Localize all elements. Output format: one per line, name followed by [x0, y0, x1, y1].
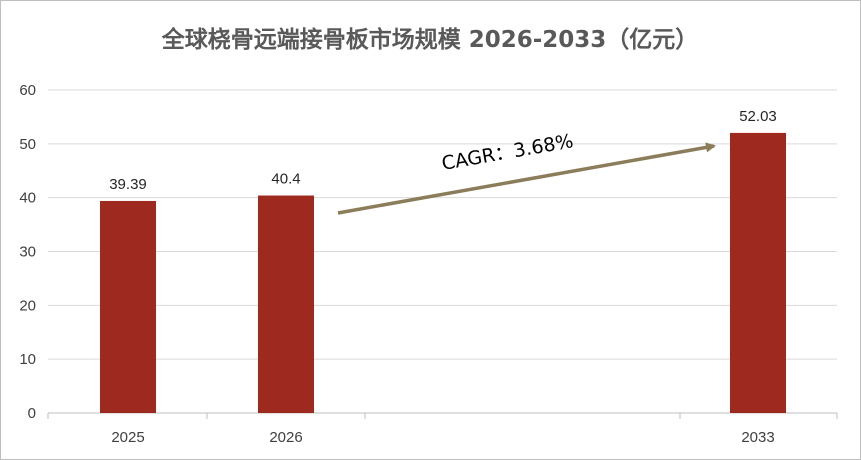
y-axis: 0 10 20 30 40 50 60	[19, 82, 36, 422]
y-tick-label: 20	[19, 297, 36, 314]
y-tick-label: 10	[19, 351, 36, 368]
x-tick-label-2025: 2025	[111, 429, 144, 446]
bar-2026	[258, 195, 314, 413]
y-tick-label: 60	[19, 82, 36, 99]
x-axis: 2025 2026 2033	[47, 413, 838, 446]
data-label-2033: 52.03	[739, 108, 777, 125]
chart-title: 全球桡骨远端接骨板市场规模 2026-2033（亿元）	[161, 26, 699, 53]
cagr-arrow	[337, 142, 716, 215]
gridlines	[48, 89, 837, 360]
data-label-2026: 40.4	[271, 171, 300, 188]
y-tick-label: 30	[19, 244, 36, 261]
bar-2033	[730, 132, 786, 414]
y-tick-label: 50	[19, 136, 36, 153]
y-tick-label: 40	[19, 190, 36, 207]
cagr-annotation: CAGR：3.68%	[440, 130, 575, 175]
data-labels: 39.39 40.4 52.03	[109, 108, 777, 193]
bars	[100, 132, 786, 414]
data-label-2025: 39.39	[109, 176, 147, 193]
x-tick-label-2033: 2033	[741, 429, 774, 446]
y-tick-label: 0	[28, 405, 36, 422]
bar-2025	[100, 200, 156, 413]
x-tick-label-2026: 2026	[269, 429, 302, 446]
